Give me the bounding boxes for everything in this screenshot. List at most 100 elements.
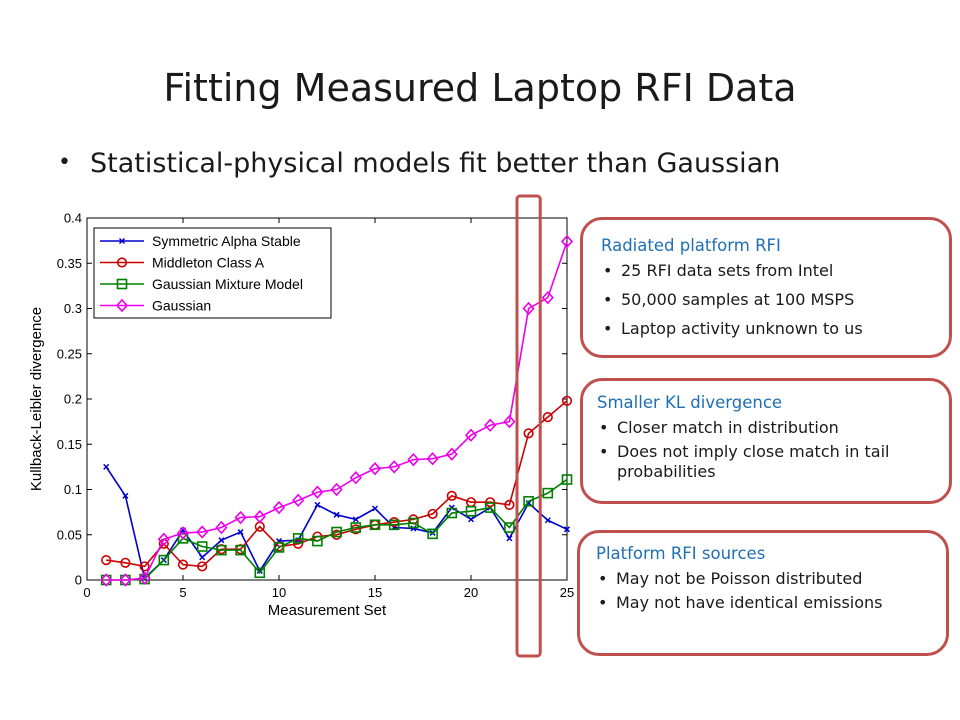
slide-title: Fitting Measured Laptop RFI Data <box>163 66 797 110</box>
data-point <box>199 554 206 561</box>
x-tick-label: 20 <box>464 585 478 600</box>
callout-heading: Platform RFI sources <box>596 544 766 563</box>
legend-marker <box>116 257 128 268</box>
callout-heading: Radiated platform RFI <box>601 236 781 255</box>
legend-label: Symmetric Alpha Stable <box>152 233 301 249</box>
callout-smaller-kl-divergence: Smaller KL divergence Closer match in di… <box>580 378 952 504</box>
y-tick-label: 0.15 <box>57 437 82 452</box>
x-tick-label: 15 <box>368 585 382 600</box>
data-point <box>292 493 305 508</box>
data-point <box>504 499 515 510</box>
data-point <box>369 519 381 531</box>
data-point <box>253 509 266 524</box>
x-tick-label: 5 <box>179 585 186 600</box>
data-point <box>216 544 227 556</box>
data-point <box>427 508 438 520</box>
data-point <box>426 452 439 466</box>
data-point <box>541 290 554 305</box>
data-point <box>464 428 478 442</box>
legend-label: Gaussian <box>152 298 211 314</box>
y-tick-label: 0.4 <box>64 211 82 226</box>
data-point <box>523 428 534 439</box>
callout-list: Closer match in distribution Does not im… <box>597 418 935 482</box>
legend-marker <box>118 237 126 245</box>
legend-entry: Gaussian <box>100 298 211 314</box>
main-bullet: • Statistical-physical models fit better … <box>58 148 780 179</box>
data-point <box>407 452 420 467</box>
x-tick-label: 10 <box>272 585 286 600</box>
data-point <box>101 554 112 566</box>
data-point <box>349 471 362 485</box>
data-point <box>158 554 170 566</box>
legend-label: Gaussian Mixture Model <box>152 276 303 292</box>
data-point <box>157 532 170 546</box>
data-point <box>561 395 573 406</box>
data-point <box>218 537 225 544</box>
data-point <box>330 482 343 497</box>
data-point <box>388 460 401 474</box>
data-point <box>311 485 324 499</box>
data-point <box>368 461 382 476</box>
data-point <box>563 526 571 533</box>
data-point <box>446 507 458 519</box>
data-point <box>445 447 458 461</box>
legend-entry: Middleton Class A <box>100 255 265 271</box>
callout-item: May not have identical emissions <box>596 593 932 613</box>
y-tick-label: 0.25 <box>57 346 82 361</box>
data-point <box>122 492 129 499</box>
y-tick-label: 0.05 <box>57 527 82 542</box>
callout-item: Does not imply close match in tail proba… <box>597 442 935 482</box>
data-point <box>176 526 190 540</box>
x-axis-label: Measurement Set <box>268 602 387 619</box>
data-point <box>120 557 131 568</box>
data-point <box>293 538 304 549</box>
y-tick-label: 0.1 <box>64 482 82 497</box>
data-point <box>333 511 340 518</box>
data-point <box>139 561 150 572</box>
data-point <box>467 516 475 523</box>
data-point <box>352 516 359 523</box>
data-point <box>371 505 379 512</box>
main-bullet-text: Statistical-physical models fit better t… <box>90 148 781 179</box>
data-point <box>215 520 228 535</box>
legend-marker <box>115 298 129 313</box>
data-point <box>503 414 516 429</box>
y-tick-label: 0.3 <box>64 301 82 316</box>
x-tick-label: 0 <box>83 585 90 600</box>
series-gaussian <box>100 234 574 587</box>
y-axis-label: Kullback-Leibler divergence <box>28 307 45 491</box>
callout-item: Closer match in distribution <box>597 418 935 438</box>
y-tick-label: 0.2 <box>64 392 82 407</box>
data-point <box>506 535 513 542</box>
callout-list: May not be Poisson distributed May not h… <box>596 569 932 613</box>
data-point <box>485 497 496 508</box>
data-point <box>314 501 321 508</box>
data-point <box>542 487 554 499</box>
bullet-dot-icon: • <box>58 150 71 175</box>
legend-entry: Symmetric Alpha Stable <box>100 233 301 249</box>
data-point <box>331 526 342 538</box>
data-point <box>465 505 477 517</box>
callout-item: Laptop activity unknown to us <box>601 319 935 339</box>
data-point <box>100 573 113 587</box>
data-point <box>484 502 496 513</box>
callout-item: 50,000 samples at 100 MSPS <box>601 290 935 310</box>
data-point <box>196 541 208 552</box>
data-point <box>177 533 189 544</box>
data-point <box>292 533 304 544</box>
data-point <box>272 500 286 515</box>
data-point <box>544 517 551 524</box>
callout-radiated-platform-rfi: Radiated platform RFI 25 RFI data sets f… <box>580 217 952 358</box>
data-point <box>196 525 209 539</box>
series-line <box>106 241 568 581</box>
y-tick-label: 0 <box>75 573 82 588</box>
data-point <box>504 522 515 533</box>
data-point <box>237 529 244 536</box>
data-point <box>254 567 266 579</box>
callout-item: May not be Poisson distributed <box>596 569 932 589</box>
data-point <box>273 542 285 553</box>
callout-item: 25 RFI data sets from Intel <box>601 261 935 281</box>
callout-platform-rfi-sources: Platform RFI sources May not be Poisson … <box>577 530 949 656</box>
data-point <box>523 495 534 507</box>
